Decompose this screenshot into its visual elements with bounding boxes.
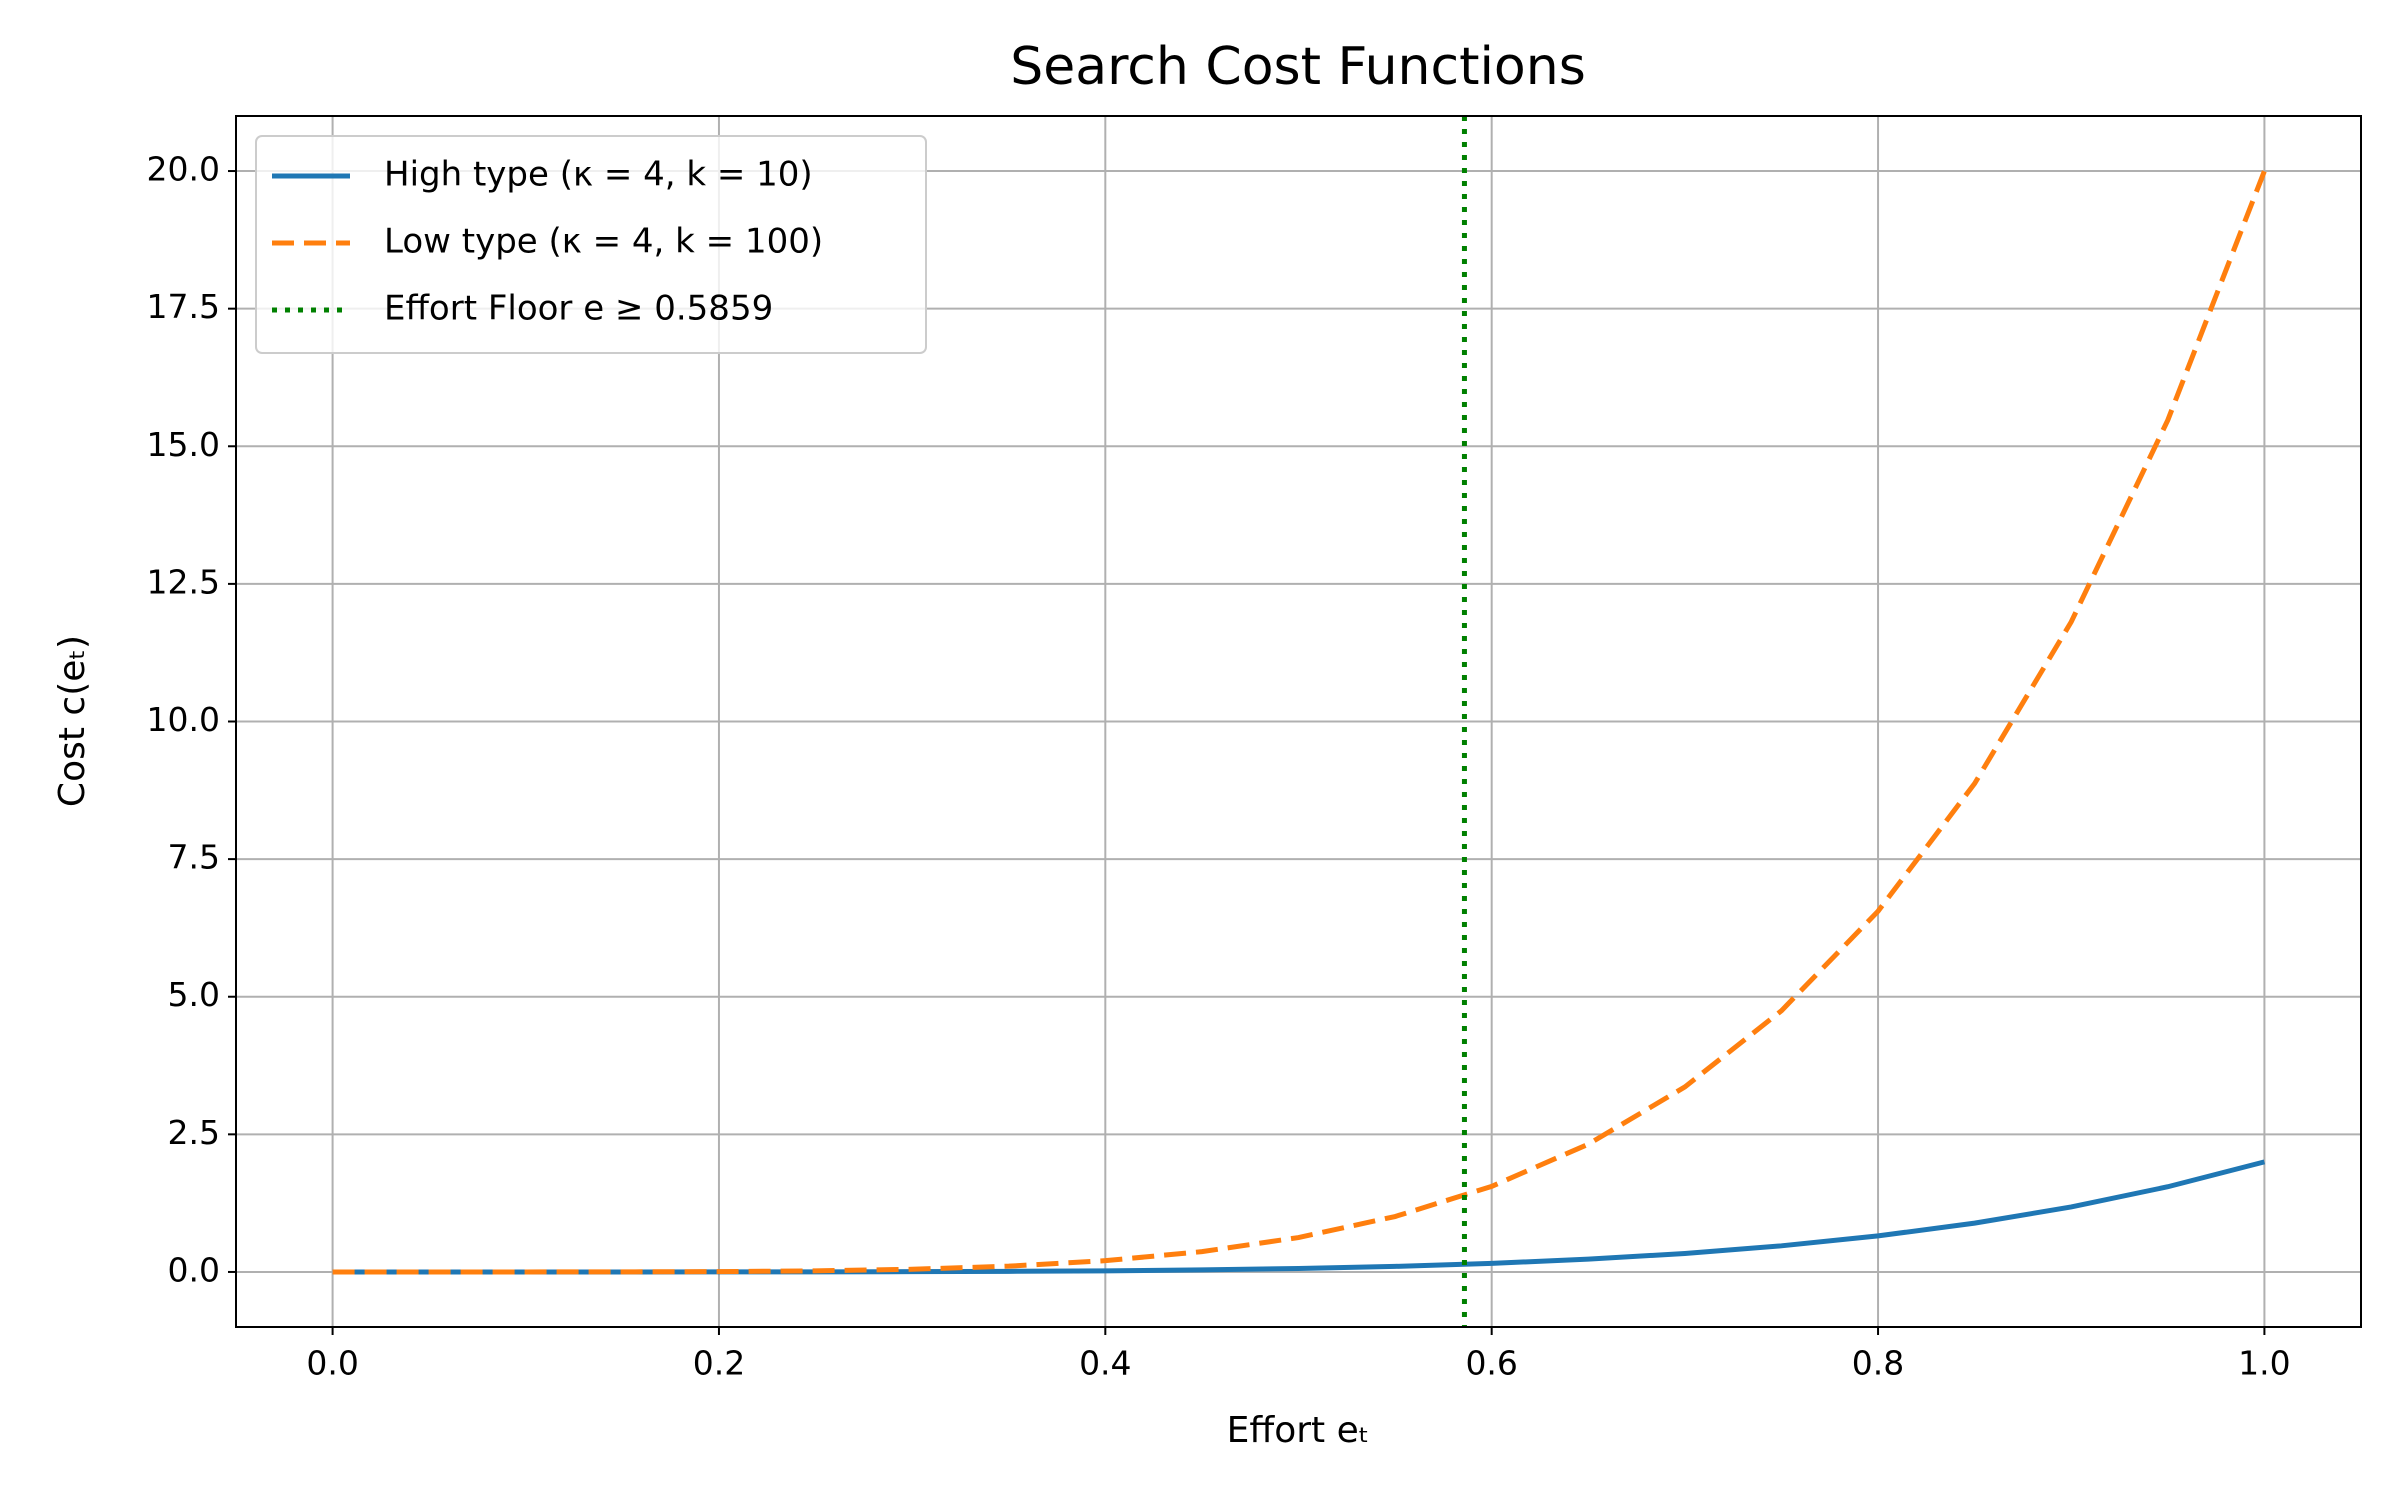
legend-label: Low type (κ = 4, k = 100) [384,222,823,262]
plot-frame [235,115,2362,1328]
y-tick-label: 7.5 [168,838,220,877]
x-tick-label: 0.2 [693,1344,745,1383]
x-tick-label: 0.6 [1465,1344,1517,1383]
x-axis-label: Effort eₜ [1227,1410,1370,1451]
x-tick-label: 0.0 [306,1344,358,1383]
y-tick-label: 17.5 [147,287,220,326]
y-tick-label: 12.5 [147,562,220,601]
legend-label: Effort Floor e ≥ 0.5859 [384,289,773,329]
legend: High type (κ = 4, k = 10) Low type (κ = 4… [255,135,927,354]
x-tick-label: 1.0 [2238,1344,2290,1383]
y-tick-label: 5.0 [168,975,220,1014]
chart-title: Search Cost Functions [1010,37,1586,97]
y-tick-label: 15.0 [147,425,220,464]
y-tick-label: 10.0 [147,700,220,739]
y-tick-label: 2.5 [168,1113,220,1152]
legend-box [255,135,927,354]
data-line [332,170,2267,1275]
y-tick-label: 20.0 [147,150,220,189]
y-axis-label: Cost c(eₜ) [52,635,93,807]
y-tick-label: 0.0 [168,1250,220,1289]
data-line [332,1159,2266,1275]
x-tick-label: 0.8 [1852,1344,1904,1383]
legend-label: High type (κ = 4, k = 10) [384,155,813,195]
x-tick-label: 0.4 [1079,1344,1131,1383]
